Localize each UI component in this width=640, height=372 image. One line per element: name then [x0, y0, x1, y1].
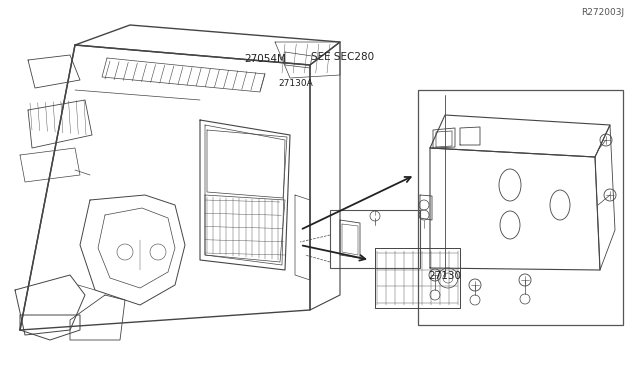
Bar	[418, 90, 623, 325]
Text: 27130: 27130	[428, 271, 461, 281]
Text: SEE SEC280: SEE SEC280	[311, 52, 374, 62]
Text: 27130A: 27130A	[278, 79, 313, 88]
Text: 27054M: 27054M	[244, 54, 287, 64]
Text: R272003J: R272003J	[581, 8, 624, 17]
Bar	[330, 210, 420, 268]
